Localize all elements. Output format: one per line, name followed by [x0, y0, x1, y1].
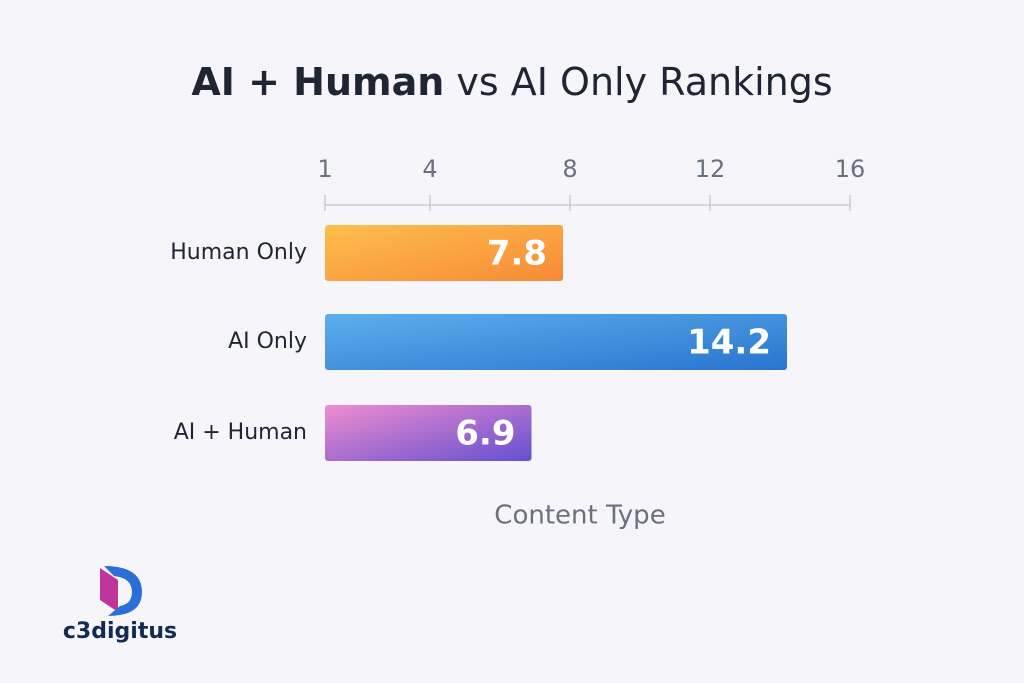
chart-title: AI + Human vs AI Only Rankings [191, 60, 832, 104]
value-label: 14.2 [687, 323, 771, 363]
value-label: 6.9 [455, 414, 515, 454]
x-tick-label: 16 [835, 155, 866, 183]
logo-text: c3digitus [63, 619, 177, 644]
logo: c3digitus [63, 566, 177, 644]
x-axis-label: Content Type [494, 501, 665, 531]
y-tick-label: Human Only [170, 240, 307, 265]
x-tick-label: 4 [422, 155, 437, 183]
x-tick-label: 8 [562, 155, 577, 183]
bar [325, 314, 787, 370]
y-tick-label: AI Only [228, 329, 307, 354]
logo-icon-right [104, 566, 142, 616]
value-label: 7.8 [487, 234, 547, 274]
y-tick-label: AI + Human [174, 420, 307, 445]
x-tick-label: 12 [695, 155, 726, 183]
bar [325, 405, 532, 461]
x-tick-label: 1 [317, 155, 332, 183]
logo-icon-left [100, 568, 118, 612]
bar [325, 225, 563, 281]
title-bold: AI + Human [191, 60, 444, 104]
title-rest: vs AI Only Rankings [456, 60, 832, 104]
